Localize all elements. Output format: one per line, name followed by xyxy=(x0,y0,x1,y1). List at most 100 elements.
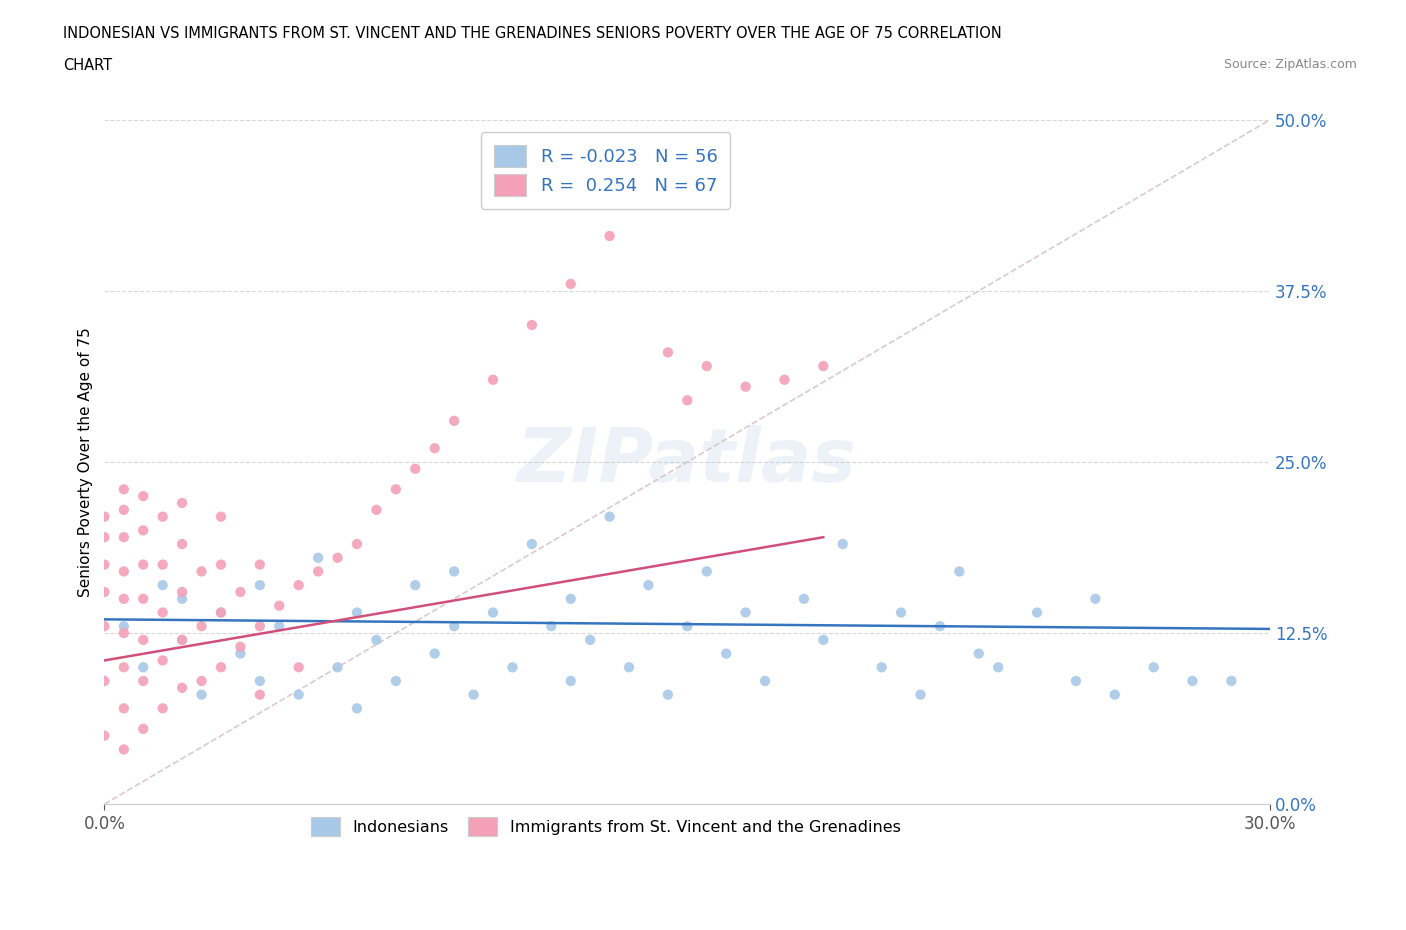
Point xyxy=(696,359,718,374)
Point xyxy=(443,414,465,429)
Point xyxy=(443,618,465,633)
Point xyxy=(637,188,659,203)
Point xyxy=(813,359,835,374)
Point xyxy=(287,578,309,592)
Point xyxy=(831,537,853,551)
Point xyxy=(890,605,912,620)
Point xyxy=(404,578,426,592)
Point xyxy=(93,530,115,545)
Point xyxy=(501,659,523,674)
Point xyxy=(346,701,368,716)
Text: INDONESIAN VS IMMIGRANTS FROM ST. VINCENT AND THE GRENADINES SENIORS POVERTY OVE: INDONESIAN VS IMMIGRANTS FROM ST. VINCEN… xyxy=(63,26,1002,41)
Point xyxy=(637,578,659,592)
Point xyxy=(560,276,582,291)
Point xyxy=(307,551,329,565)
Point xyxy=(560,673,582,688)
Point xyxy=(132,488,155,503)
Point xyxy=(172,681,194,696)
Point xyxy=(948,564,970,578)
Point xyxy=(385,482,408,497)
Point xyxy=(929,618,952,633)
Point xyxy=(520,537,543,551)
Point xyxy=(676,618,699,633)
Point xyxy=(443,564,465,578)
Point xyxy=(209,605,232,620)
Point xyxy=(229,646,252,661)
Point xyxy=(152,578,174,592)
Point xyxy=(152,653,174,668)
Point xyxy=(132,722,155,737)
Point xyxy=(1064,673,1087,688)
Point xyxy=(112,618,135,633)
Point xyxy=(657,345,679,360)
Point xyxy=(132,523,155,538)
Point xyxy=(520,317,543,332)
Point xyxy=(734,379,756,394)
Point xyxy=(112,659,135,674)
Point xyxy=(132,557,155,572)
Point xyxy=(93,557,115,572)
Point xyxy=(132,659,155,674)
Point xyxy=(112,742,135,757)
Point xyxy=(657,687,679,702)
Point xyxy=(385,673,408,688)
Point xyxy=(172,632,194,647)
Point xyxy=(599,510,621,525)
Point xyxy=(269,598,291,613)
Point xyxy=(579,632,602,647)
Legend: Indonesians, Immigrants from St. Vincent and the Grenadines: Indonesians, Immigrants from St. Vincent… xyxy=(299,805,911,847)
Point xyxy=(93,585,115,600)
Point xyxy=(172,632,194,647)
Point xyxy=(910,687,932,702)
Point xyxy=(190,618,212,633)
Point xyxy=(249,557,271,572)
Point xyxy=(249,673,271,688)
Text: ZIPatlas: ZIPatlas xyxy=(517,425,858,498)
Point xyxy=(93,618,115,633)
Point xyxy=(152,701,174,716)
Point xyxy=(987,659,1010,674)
Point xyxy=(132,632,155,647)
Point xyxy=(249,578,271,592)
Point xyxy=(209,659,232,674)
Point xyxy=(152,510,174,525)
Point xyxy=(172,537,194,551)
Point xyxy=(112,530,135,545)
Point xyxy=(696,564,718,578)
Point xyxy=(423,646,446,661)
Point xyxy=(152,605,174,620)
Point xyxy=(152,557,174,572)
Point xyxy=(423,441,446,456)
Point xyxy=(1220,673,1243,688)
Point xyxy=(870,659,893,674)
Point xyxy=(1084,591,1107,606)
Point xyxy=(1026,605,1049,620)
Point xyxy=(172,591,194,606)
Point xyxy=(482,605,505,620)
Point xyxy=(754,673,776,688)
Point xyxy=(269,618,291,633)
Point xyxy=(734,605,756,620)
Point xyxy=(1143,659,1166,674)
Point xyxy=(307,564,329,578)
Point xyxy=(482,372,505,387)
Point xyxy=(560,591,582,606)
Point xyxy=(617,659,640,674)
Point xyxy=(1104,687,1126,702)
Text: Source: ZipAtlas.com: Source: ZipAtlas.com xyxy=(1223,58,1357,71)
Point xyxy=(132,673,155,688)
Point xyxy=(404,461,426,476)
Point xyxy=(93,728,115,743)
Point xyxy=(346,605,368,620)
Point xyxy=(112,564,135,578)
Point xyxy=(813,632,835,647)
Point xyxy=(773,372,796,387)
Point xyxy=(112,591,135,606)
Point xyxy=(190,687,212,702)
Point xyxy=(599,229,621,244)
Point xyxy=(287,659,309,674)
Point xyxy=(209,510,232,525)
Point xyxy=(326,551,349,565)
Point xyxy=(366,632,388,647)
Point xyxy=(229,639,252,654)
